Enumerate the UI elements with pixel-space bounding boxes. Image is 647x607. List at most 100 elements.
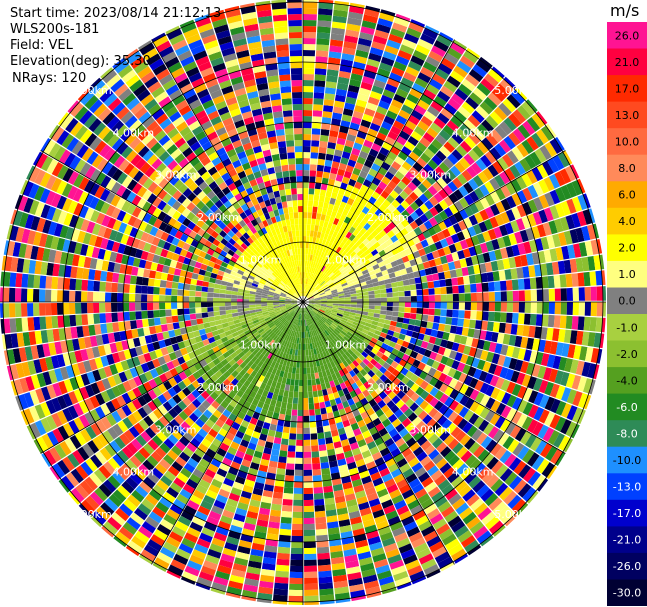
velocity-cell: [552, 233, 561, 248]
velocity-cell: [350, 304, 357, 308]
velocity-cell: [231, 302, 238, 306]
velocity-cell: [361, 328, 369, 335]
velocity-cell: [219, 306, 226, 311]
velocity-cell: [353, 280, 360, 286]
velocity-cell: [531, 364, 541, 377]
velocity-cell: [500, 344, 509, 356]
velocity-cell: [443, 375, 453, 386]
velocity-cell: [307, 285, 311, 291]
velocity-cell: [330, 243, 336, 250]
velocity-cell: [595, 317, 603, 333]
velocity-cell: [304, 565, 318, 572]
velocity-cell: [345, 342, 352, 349]
velocity-cell: [431, 45, 446, 58]
velocity-cell: [543, 176, 555, 192]
velocity-cell: [287, 451, 296, 458]
velocity-cell: [303, 284, 305, 291]
velocity-cell: [283, 487, 294, 494]
velocity-cell: [340, 250, 347, 258]
velocity-cell: [511, 346, 521, 359]
velocity-cell: [404, 33, 419, 44]
velocity-cell: [401, 209, 410, 219]
velocity-cell: [422, 308, 429, 315]
velocity-cell: [592, 223, 600, 239]
velocity-cell: [536, 129, 549, 145]
velocity-cell: [362, 305, 369, 309]
velocity-cell: [318, 0, 334, 4]
velocity-cell: [408, 230, 417, 239]
velocity-cell: [203, 276, 211, 282]
velocity-cell: [346, 23, 361, 32]
velocity-cell: [602, 286, 606, 301]
velocity-cell: [290, 379, 295, 386]
velocity-cell: [310, 427, 317, 434]
velocity-cell: [439, 316, 447, 324]
velocity-cell: [386, 400, 396, 409]
velocity-cell: [393, 185, 403, 195]
velocity-cell: [572, 287, 579, 301]
velocity-cell: [474, 187, 485, 200]
velocity-cell: [147, 278, 155, 287]
velocity-cell: [328, 57, 341, 65]
velocity-cell: [320, 462, 330, 469]
velocity-cell: [371, 320, 379, 326]
velocity-cell: [303, 403, 309, 411]
velocity-cell: [335, 326, 342, 333]
velocity-cell: [371, 41, 386, 51]
velocity-cell: [488, 302, 496, 312]
velocity-cell: [345, 224, 352, 232]
velocity-cell: [494, 291, 501, 302]
velocity-cell: [321, 208, 328, 215]
velocity-cell: [542, 427, 555, 442]
velocity-cell: [354, 55, 368, 65]
velocity-cell: [386, 110, 398, 120]
velocity-cell: [361, 311, 369, 316]
velocity-cell: [351, 324, 358, 329]
velocity-cell: [130, 275, 137, 285]
velocity-cell: [153, 302, 160, 310]
velocity-cell: [388, 255, 396, 263]
velocity-cell: [317, 558, 331, 566]
velocity-cell: [303, 224, 307, 231]
velocity-cell: [337, 168, 346, 177]
velocity-cell: [511, 411, 523, 425]
velocity-cell: [320, 183, 328, 191]
velocity-cell: [442, 263, 450, 272]
velocity-cell: [338, 248, 345, 256]
velocity-cell: [535, 276, 543, 289]
velocity-cell: [334, 281, 341, 286]
velocity-cell: [508, 132, 521, 146]
velocity-cell: [367, 312, 375, 317]
velocity-cell: [405, 379, 415, 389]
velocity-cell: [329, 256, 335, 263]
velocity-cell: [446, 75, 461, 88]
velocity-cell: [522, 266, 530, 278]
velocity-cell: [104, 292, 112, 302]
velocity-cell: [314, 68, 327, 76]
velocity-cell: [383, 370, 392, 378]
velocity-cell: [459, 197, 469, 209]
velocity-cell: [488, 68, 503, 83]
velocity-cell: [335, 314, 343, 319]
velocity-cell: [494, 446, 507, 460]
velocity-cell: [285, 469, 295, 476]
velocity-cell: [320, 302, 327, 305]
velocity-cell: [384, 45, 399, 56]
velocity-cell: [432, 411, 443, 422]
velocity-cell: [487, 92, 502, 106]
velocity-cell: [311, 445, 319, 452]
velocity-cell: [314, 182, 322, 190]
velocity-cell: [310, 158, 318, 165]
velocity-cell: [403, 408, 414, 418]
velocity-cell: [494, 214, 505, 226]
velocity-cell: [432, 437, 443, 449]
velocity-cell: [482, 282, 489, 292]
velocity-cell: [444, 386, 454, 397]
velocity-cell: [390, 28, 406, 39]
velocity-cell: [581, 256, 590, 272]
velocity-cell: [584, 286, 591, 301]
velocity-cell: [431, 250, 440, 259]
velocity-cell: [332, 321, 339, 327]
velocity-cell: [305, 284, 308, 291]
velocity-cell: [392, 297, 400, 302]
